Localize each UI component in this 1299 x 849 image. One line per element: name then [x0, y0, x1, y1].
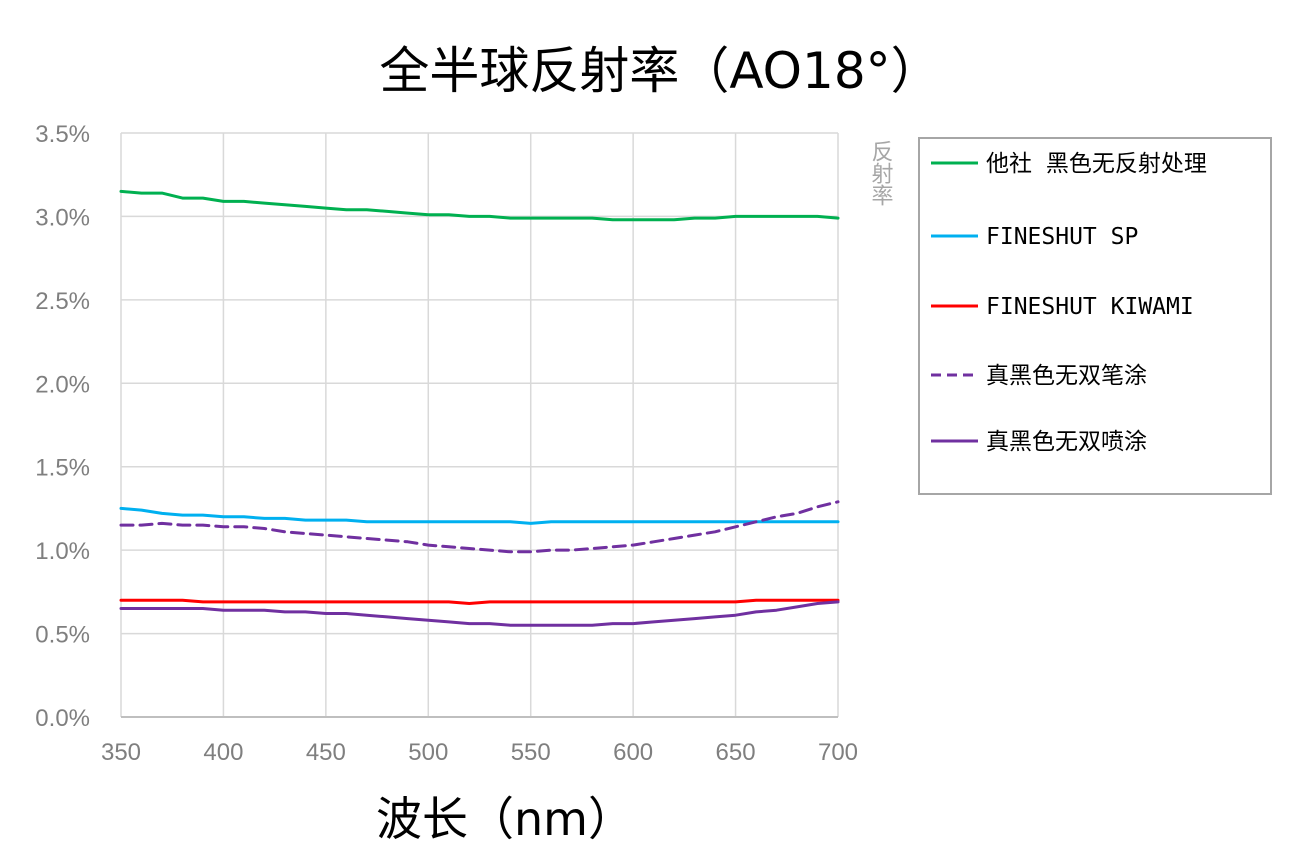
y-tick-label: 0.0% [35, 705, 90, 732]
series-lines [119, 189, 840, 627]
y-axis-ticks: 0.0% 0.5% 1.0% 1.5% 2.0% 2.5% 3.0% 3.5% [35, 121, 90, 732]
y-tick-label: 0.5% [35, 622, 90, 649]
x-axis-ticks: 350 400 450 500 550 600 650 700 [101, 739, 858, 766]
y-axis-label: 反射率 [868, 140, 894, 206]
legend-items: 他社 黑色无反射处理 FINESHUT SP FINESHUT KIWAMI 真黑色无… [931, 151, 1207, 455]
y-tick-label: 2.5% [35, 288, 90, 315]
legend-label-5: 真黑色无双喷涂 [986, 429, 1147, 455]
legend-label-2: FINESHUT SP [986, 224, 1138, 250]
x-tick-label: 450 [306, 739, 346, 766]
legend: 他社 黑色无反射处理 FINESHUT SP FINESHUT KIWAMI 真黑色无… [918, 137, 1272, 495]
x-tick-label: 600 [613, 739, 653, 766]
legend-label-3: FINESHUT KIWAMI [986, 294, 1194, 320]
legend-box [918, 137, 1272, 495]
y-tick-label: 3.0% [35, 204, 90, 231]
grid [120, 132, 839, 717]
series-line-3 [119, 598, 840, 605]
legend-label-1: 他社 黑色无反射处理 [986, 151, 1207, 177]
x-axis-label: 波长（nm） [376, 792, 634, 846]
series-line-4 [119, 500, 840, 554]
y-tick-label: 2.0% [35, 371, 90, 398]
x-tick-label: 550 [511, 739, 551, 766]
series-line-1 [119, 189, 840, 222]
x-tick-label: 400 [203, 739, 243, 766]
y-tick-label: 1.5% [35, 455, 90, 482]
series-line-2 [119, 506, 840, 525]
y-tick-label: 1.0% [35, 538, 90, 565]
x-tick-label: 700 [818, 739, 858, 766]
y-tick-label: 3.5% [35, 121, 90, 148]
x-tick-label: 350 [101, 739, 141, 766]
chart-title: 全半球反射率（AO18°） [379, 42, 940, 100]
x-tick-label: 650 [716, 739, 756, 766]
x-tick-label: 500 [408, 739, 448, 766]
legend-label-4: 真黑色无双笔涂 [986, 363, 1147, 389]
series-line-5 [119, 600, 840, 627]
